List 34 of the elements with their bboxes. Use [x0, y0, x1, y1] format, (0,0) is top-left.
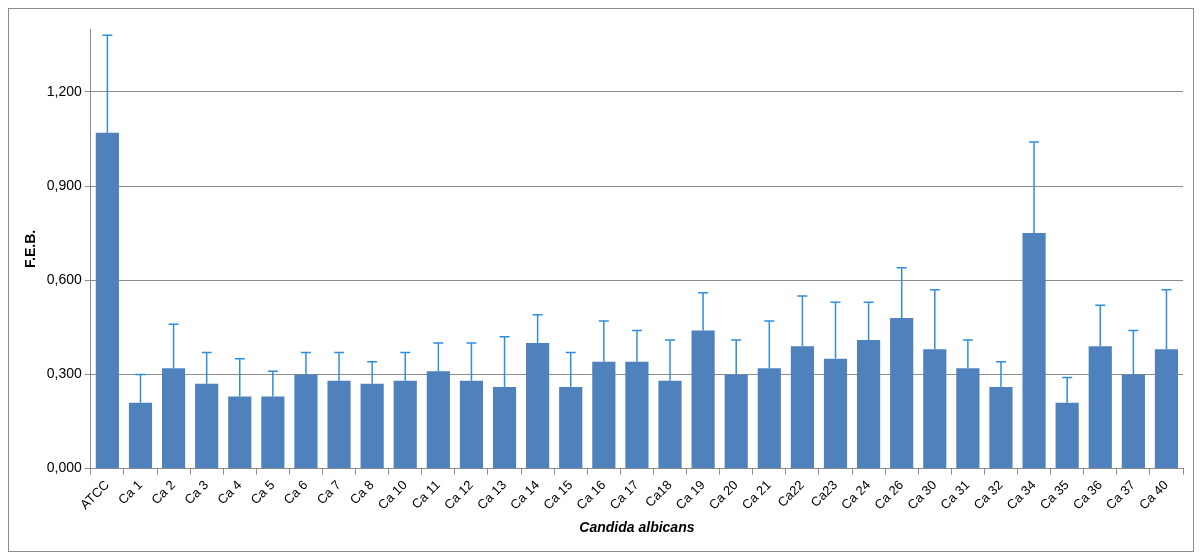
x-tick-label: Ca 11 [408, 477, 443, 512]
x-tick-label: Ca 19 [672, 477, 708, 513]
x-tick-label: Ca 35 [1036, 477, 1072, 513]
x-tick-label: Ca 17 [606, 477, 642, 513]
x-tick-label: Ca 15 [540, 477, 576, 513]
x-tick-label: Ca 31 [937, 477, 973, 513]
y-tick-label: 0,900 [46, 176, 83, 193]
y-tick-label: 0,300 [46, 365, 83, 382]
x-tick-label: Ca 36 [1069, 477, 1105, 513]
x-tick-label: Ca 12 [440, 477, 477, 513]
x-tick-label: Ca 14 [507, 477, 543, 513]
x-tick-label: Ca 4 [214, 477, 245, 508]
x-tick-label: Ca 7 [313, 477, 344, 508]
x-tick-label: Ca 32 [970, 477, 1006, 513]
x-tick-label: Ca 6 [280, 477, 311, 508]
x-tick-label: Ca 10 [374, 477, 410, 513]
x-tick-label: Ca 24 [838, 477, 874, 513]
x-tick-label: Ca 5 [247, 477, 278, 508]
y-tick-label: 0,600 [46, 271, 83, 288]
x-tick-label: Ca 8 [346, 477, 377, 508]
y-axis-title: F.E.B. [22, 229, 39, 268]
x-tick-label: Ca 30 [904, 477, 940, 513]
x-tick-label: Ca 16 [573, 477, 609, 513]
x-tick-label: Ca 21 [738, 477, 774, 513]
x-tick-label: Ca 1 [115, 477, 146, 508]
x-tick-label: Ca 13 [474, 477, 510, 513]
x-tick-label: Ca 2 [148, 477, 179, 508]
x-tick-label: Ca 34 [1003, 477, 1039, 513]
x-tick-label: Ca 26 [871, 477, 907, 513]
y-tick-label: 0,000 [46, 459, 83, 476]
y-tick-label: 1,200 [46, 82, 83, 99]
x-tick-label: Ca 3 [181, 477, 212, 508]
x-axis-title: Candida albicans [579, 519, 695, 536]
x-tick-label: Ca 20 [705, 477, 741, 513]
